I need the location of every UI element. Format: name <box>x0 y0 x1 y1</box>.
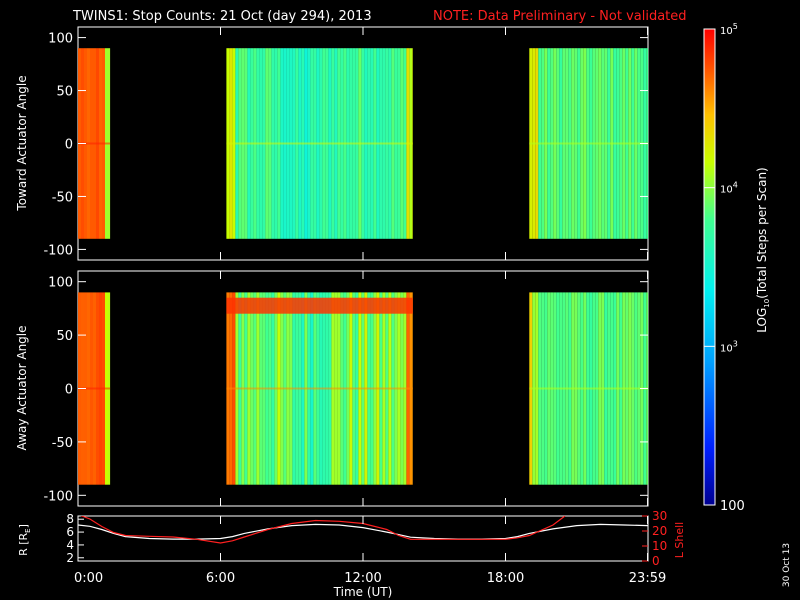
r-ytick-label: 2 <box>66 551 74 565</box>
toward-ytick-label: -100 <box>43 243 73 258</box>
r-axis-label: R [RE] <box>17 524 32 556</box>
date-stamp: 30 Oct 13 <box>782 543 792 587</box>
orbit-lines <box>78 516 648 544</box>
lshell-ytick-label: 30 <box>652 509 667 523</box>
lshell-axis-label: L Shell <box>673 522 686 558</box>
lshell-series-line <box>80 516 566 544</box>
colorbar-tick-label: 104 <box>720 181 738 196</box>
colorbar-label: LOG10(Total Steps per Scan) <box>755 167 771 332</box>
away-y-axis-label: Away Actuator Angle <box>15 325 29 450</box>
figure-title: TWINS1: Stop Counts: 21 Oct (day 294), 2… <box>72 9 372 24</box>
axis-ticks: 100500-50-100100500-50-100246801020300:0… <box>43 27 667 586</box>
toward-zero-angle-band <box>529 142 649 145</box>
colorbar-ticks: 100 103 104 105 <box>704 22 745 514</box>
r-ytick-label: 4 <box>66 538 74 552</box>
away-zero-angle-band <box>78 387 111 390</box>
away-zero-angle-band <box>529 387 649 390</box>
toward-ytick-label: 50 <box>56 85 73 100</box>
preliminary-note: NOTE: Data Preliminary - Not validated <box>433 9 687 24</box>
r-ytick-label: 6 <box>66 525 74 539</box>
r-series-line <box>78 523 648 540</box>
xtick-label: 23:59 <box>629 571 666 586</box>
away-ytick-label: 0 <box>65 383 73 398</box>
colorbar-tick-label: 103 <box>720 339 738 354</box>
toward-ytick-label: 100 <box>48 32 73 47</box>
xtick-label: 6:00 <box>206 571 235 586</box>
toward-y-axis-label: Toward Actuator Angle <box>15 75 29 211</box>
away-ytick-label: -50 <box>52 436 73 451</box>
away-ytick-label: 50 <box>56 329 73 344</box>
toward-zero-angle-band <box>78 142 111 145</box>
xtick-label: 0:00 <box>74 571 103 586</box>
colorbar-tick-label: 105 <box>720 22 738 37</box>
colorbar-tick-label: 100 <box>720 499 745 514</box>
lshell-ytick-label: 20 <box>652 524 667 538</box>
toward-ytick-label: 0 <box>65 138 73 153</box>
xtick-label: 18:00 <box>487 571 524 586</box>
away-ytick-label: 100 <box>48 276 73 291</box>
x-axis-label: Time (UT) <box>333 585 393 599</box>
away-high-count-band <box>226 297 413 314</box>
colorbar <box>703 28 716 506</box>
away-ytick-label: -100 <box>43 489 73 504</box>
toward-zero-angle-band <box>226 142 413 145</box>
lshell-ytick-label: 10 <box>652 539 667 553</box>
r-ytick-label: 8 <box>66 512 74 526</box>
xtick-label: 12:00 <box>344 571 381 586</box>
lshell-ytick-label: 0 <box>652 554 660 568</box>
toward-ytick-label: -50 <box>52 190 73 205</box>
away-zero-angle-band <box>226 387 413 390</box>
